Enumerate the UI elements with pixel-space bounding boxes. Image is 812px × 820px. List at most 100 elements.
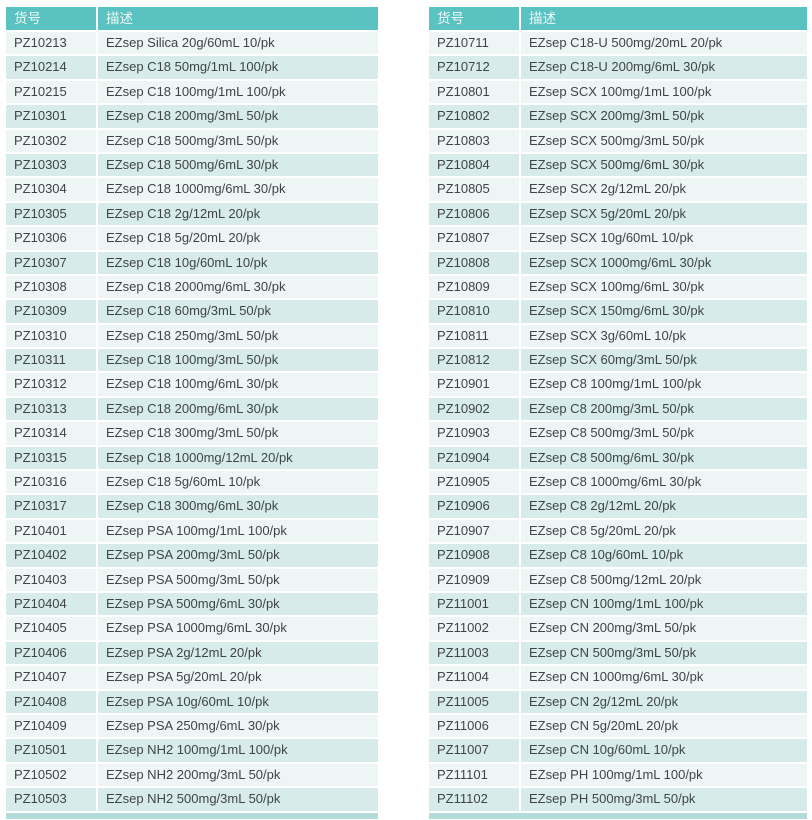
- table-row: PZ10312 EZsep C18 100mg/6mL 30/pk: [6, 373, 378, 396]
- description-cell: EZsep SCX 2g/12mL 20/pk: [519, 178, 807, 201]
- column-header-sku: 货号: [437, 11, 464, 26]
- description-cell: EZsep PSA 5g/20mL 20/pk: [96, 666, 378, 689]
- description-cell: EZsep SCX 10g/60mL 10/pk: [519, 227, 807, 250]
- sku-cell: PZ11006: [429, 714, 519, 738]
- description-cell: EZsep SCX 100mg/1mL 100/pk: [519, 80, 807, 104]
- sku-cell: PZ11004: [429, 666, 519, 689]
- sku-cell: PZ10313: [6, 397, 96, 421]
- description-cell: EZsep PSA 2g/12mL 20/pk: [96, 641, 378, 665]
- table-bottom-edge: [429, 812, 807, 819]
- sku-cell: PZ10302: [6, 129, 96, 152]
- sku-cell: PZ10802: [429, 105, 519, 128]
- sku-cell: PZ10309: [6, 300, 96, 323]
- table-row: PZ10215 EZsep C18 100mg/1mL 100/pk: [6, 80, 378, 104]
- description-cell: EZsep C18 1000mg/6mL 30/pk: [96, 178, 378, 201]
- description-cell: EZsep SCX 200mg/3mL 50/pk: [519, 105, 807, 128]
- description-cell: EZsep C18 5g/60mL 10/pk: [96, 471, 378, 494]
- description-cell: EZsep PSA 1000mg/6mL 30/pk: [96, 617, 378, 640]
- table-row: PZ10316 EZsep C18 5g/60mL 10/pk: [6, 471, 378, 494]
- description-cell: EZsep C18 10g/60mL 10/pk: [96, 251, 378, 274]
- sku-cell: PZ10809: [429, 275, 519, 299]
- table-row: PZ10402 EZsep PSA 200mg/3mL 50/pk: [6, 544, 378, 567]
- table-row: PZ10309 EZsep C18 60mg/3mL 50/pk: [6, 300, 378, 323]
- description-cell: EZsep PSA 250mg/6mL 30/pk: [96, 714, 378, 738]
- description-cell: EZsep SCX 1000mg/6mL 30/pk: [519, 251, 807, 274]
- table-row: PZ10304 EZsep C18 1000mg/6mL 30/pk: [6, 178, 378, 201]
- description-cell: EZsep C18-U 500mg/20mL 20/pk: [519, 32, 807, 55]
- description-cell: EZsep SCX 500mg/6mL 30/pk: [519, 153, 807, 177]
- description-cell: EZsep Silica 20g/60mL 10/pk: [96, 32, 378, 55]
- table-row: PZ10501 EZsep NH2 100mg/1mL 100/pk: [6, 739, 378, 762]
- table-row: PZ10401 EZsep PSA 100mg/1mL 100/pk: [6, 519, 378, 543]
- description-cell: EZsep SCX 60mg/3mL 50/pk: [519, 349, 807, 372]
- table-row: PZ10303 EZsep C18 500mg/6mL 30/pk: [6, 153, 378, 177]
- table-body: PZ10213 EZsep Silica 20g/60mL 10/pk PZ1021…: [6, 32, 378, 811]
- sku-cell: PZ10213: [6, 32, 96, 55]
- table-row: PZ10802 EZsep SCX 200mg/3mL 50/pk: [429, 105, 807, 128]
- table-row: PZ10811 EZsep SCX 3g/60mL 10/pk: [429, 324, 807, 348]
- sku-cell: PZ10408: [6, 690, 96, 713]
- description-cell: EZsep C18 200mg/3mL 50/pk: [96, 105, 378, 128]
- table-row: PZ10909 EZsep C8 500mg/12mL 20/pk: [429, 568, 807, 591]
- table-row: PZ11007 EZsep CN 10g/60mL 10/pk: [429, 739, 807, 762]
- description-cell: EZsep CN 1000mg/6mL 30/pk: [519, 666, 807, 689]
- table-row: PZ11101 EZsep PH 100mg/1mL 100/pk: [429, 763, 807, 787]
- sku-cell: PZ10908: [429, 544, 519, 567]
- table-row: PZ10907 EZsep C8 5g/20mL 20/pk: [429, 519, 807, 543]
- sku-cell: PZ10303: [6, 153, 96, 177]
- description-cell: EZsep C8 500mg/6mL 30/pk: [519, 446, 807, 470]
- description-cell: EZsep PSA 10g/60mL 10/pk: [96, 690, 378, 713]
- sku-cell: PZ11102: [429, 788, 519, 811]
- description-cell: EZsep C18 2000mg/6mL 30/pk: [96, 275, 378, 299]
- description-cell: EZsep C8 500mg/3mL 50/pk: [519, 422, 807, 445]
- table-row: PZ10904 EZsep C8 500mg/6mL 30/pk: [429, 446, 807, 470]
- description-cell: EZsep C18-U 200mg/6mL 30/pk: [519, 56, 807, 79]
- table-row: PZ10806 EZsep SCX 5g/20mL 20/pk: [429, 202, 807, 226]
- sku-cell: PZ10215: [6, 80, 96, 104]
- table-row: PZ10712 EZsep C18-U 200mg/6mL 30/pk: [429, 56, 807, 79]
- description-cell: EZsep C18 100mg/3mL 50/pk: [96, 349, 378, 372]
- table-row: PZ10502 EZsep NH2 200mg/3mL 50/pk: [6, 763, 378, 787]
- sku-cell: PZ10812: [429, 349, 519, 372]
- table-row: PZ10305 EZsep C18 2g/12mL 20/pk: [6, 202, 378, 226]
- sku-cell: PZ10903: [429, 422, 519, 445]
- sku-cell: PZ10305: [6, 202, 96, 226]
- catalog-table-left: 货号 描述 PZ10213 EZsep Silica 20g/60mL 10/pk…: [6, 7, 378, 819]
- sku-cell: PZ10310: [6, 324, 96, 348]
- column-header-description: 描述: [519, 7, 807, 30]
- description-cell: EZsep C18 500mg/6mL 30/pk: [96, 153, 378, 177]
- table-row: PZ10214 EZsep C18 50mg/1mL 100/pk: [6, 56, 378, 79]
- table-row: PZ10310 EZsep C18 250mg/3mL 50/pk: [6, 324, 378, 348]
- description-cell: EZsep C18 300mg/6mL 30/pk: [96, 495, 378, 518]
- table-row: PZ10807 EZsep SCX 10g/60mL 10/pk: [429, 227, 807, 250]
- sku-cell: PZ11001: [429, 592, 519, 616]
- sku-cell: PZ10805: [429, 178, 519, 201]
- sku-cell: PZ10301: [6, 105, 96, 128]
- table-row: PZ11002 EZsep CN 200mg/3mL 50/pk: [429, 617, 807, 640]
- table-row: PZ10808 EZsep SCX 1000mg/6mL 30/pk: [429, 251, 807, 274]
- description-cell: EZsep C18 300mg/3mL 50/pk: [96, 422, 378, 445]
- table-row: PZ10317 EZsep C18 300mg/6mL 30/pk: [6, 495, 378, 518]
- sku-cell: PZ10315: [6, 446, 96, 470]
- description-cell: EZsep C8 2g/12mL 20/pk: [519, 495, 807, 518]
- description-cell: EZsep C18 1000mg/12mL 20/pk: [96, 446, 378, 470]
- table-row: PZ10902 EZsep C8 200mg/3mL 50/pk: [429, 397, 807, 421]
- sku-cell: PZ10803: [429, 129, 519, 152]
- sku-cell: PZ10902: [429, 397, 519, 421]
- table-row: PZ10403 EZsep PSA 500mg/3mL 50/pk: [6, 568, 378, 591]
- sku-cell: PZ10402: [6, 544, 96, 567]
- column-header-description: 描述: [96, 7, 378, 30]
- sku-cell: PZ10806: [429, 202, 519, 226]
- table-row: PZ10908 EZsep C8 10g/60mL 10/pk: [429, 544, 807, 567]
- sku-cell: PZ10907: [429, 519, 519, 543]
- description-cell: EZsep CN 500mg/3mL 50/pk: [519, 641, 807, 665]
- sku-cell: PZ10405: [6, 617, 96, 640]
- table-bottom-edge: [6, 812, 378, 819]
- sku-cell: PZ10307: [6, 251, 96, 274]
- table-row: PZ10404 EZsep PSA 500mg/6mL 30/pk: [6, 592, 378, 616]
- sku-cell: PZ10502: [6, 763, 96, 787]
- sku-cell: PZ10711: [429, 32, 519, 55]
- sku-cell: PZ10804: [429, 153, 519, 177]
- table-row: PZ10406 EZsep PSA 2g/12mL 20/pk: [6, 641, 378, 665]
